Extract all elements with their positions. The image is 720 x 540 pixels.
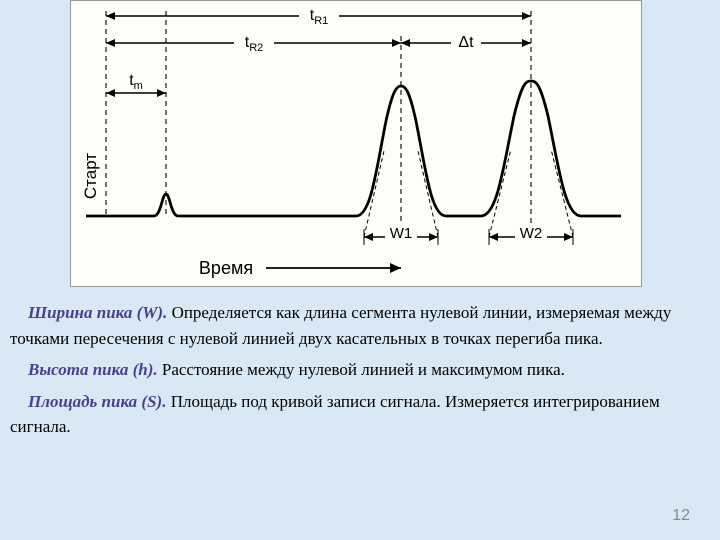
- dim-w1: W1: [364, 224, 438, 245]
- svg-text:W1: W1: [390, 225, 413, 242]
- tangent-p1-left: [364, 151, 384, 237]
- chromatogram-diagram: tR1 tR2 Δt tm W1: [70, 0, 642, 287]
- tangent-p2-right: [551, 149, 573, 237]
- definitions-text: Ширина пика (W). Определяется как длина …: [0, 300, 720, 440]
- start-label: Старт: [81, 153, 100, 199]
- tangent-p1-right: [418, 151, 438, 237]
- dim-tm: tm: [106, 63, 166, 97]
- page-number: 12: [672, 507, 690, 525]
- dim-tr2: tR2: [106, 31, 401, 54]
- svg-text:W2: W2: [520, 225, 543, 242]
- svg-text:tm: tm: [129, 72, 143, 92]
- dim-tr1: tR1: [106, 4, 531, 27]
- dim-w2: W2: [489, 224, 573, 245]
- dim-dt: Δt: [401, 31, 531, 51]
- tangent-p2-left: [489, 149, 511, 237]
- svg-text:Δt: Δt: [458, 34, 474, 51]
- x-axis-arrow: Время: [199, 258, 401, 278]
- svg-text:Время: Время: [199, 258, 253, 278]
